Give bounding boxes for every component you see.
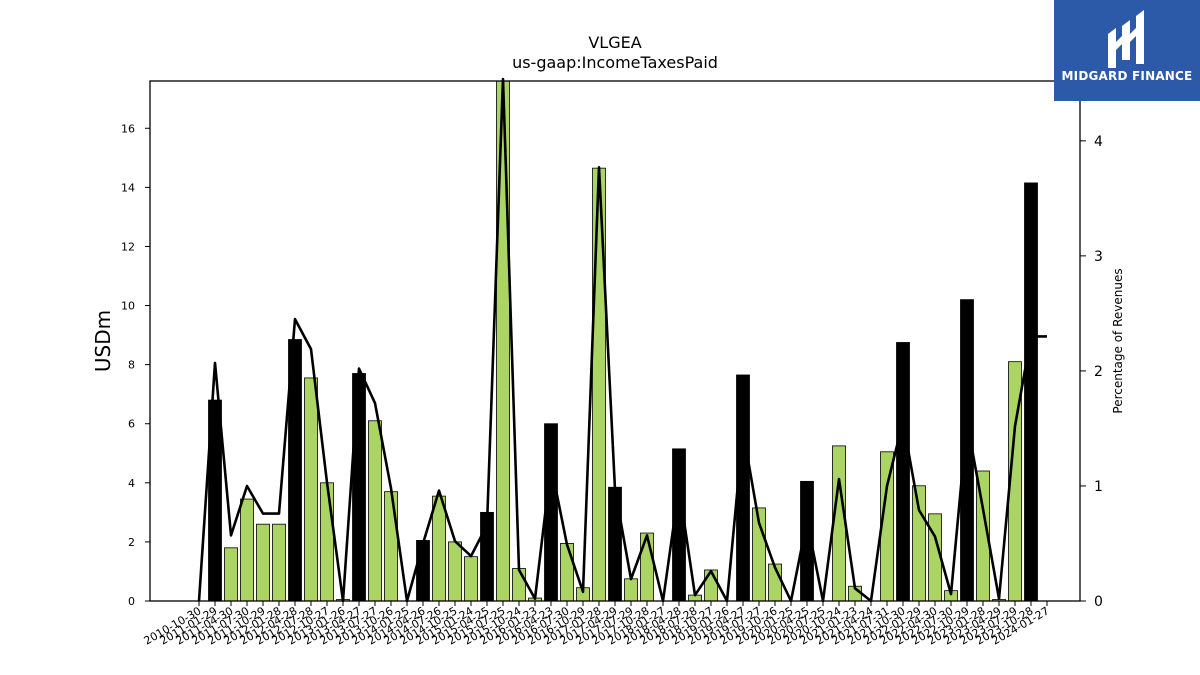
y-tick-label: 8 [128,359,135,372]
y2-tick-label: 2 [1094,364,1103,380]
y-tick-label: 10 [121,300,135,313]
bar-quarterly [272,523,286,602]
y2-tick-label: 3 [1094,249,1103,265]
bar-quarterly [512,568,526,602]
bar-annual [416,540,430,602]
y2-axis-label: Percentage of Revenues [1111,268,1125,413]
chart-subtitle: us-gaap:IncomeTaxesPaid [512,53,718,72]
bar-quarterly [304,377,318,602]
line-series [197,77,1047,603]
bar-quarterly [640,532,654,602]
bar-quarterly [496,80,510,602]
y-tick-label: 12 [121,240,135,253]
bar-quarterly [448,541,462,602]
x-axis: 2010-10-302011-01-292011-04-302011-07-30… [142,601,1052,648]
y-tick-label: 16 [121,122,135,135]
y-tick-label: 2 [128,536,135,549]
y-tick-label: 0 [128,595,135,608]
bar-annual [1024,182,1038,602]
bar-quarterly [464,556,478,602]
plot-frame [149,80,1081,602]
bar-quarterly [240,498,254,602]
y-tick-label: 14 [121,181,135,194]
bar-quarterly [432,495,446,602]
y-axis: 0 2 4 6 8 10 12 14 16 [121,122,150,608]
bar-annual [896,342,910,602]
y-tick-label: 4 [128,477,135,490]
revenue-percentage-line [197,77,1047,603]
y2-tick-label: 0 [1094,594,1103,610]
bar-quarterly [256,523,270,602]
brand-name: MIDGARD FINANCE [1061,69,1193,83]
bar-annual [608,486,622,602]
bar-quarterly [320,482,334,602]
bar-quarterly [624,578,638,602]
y2-axis: 0 1 2 3 4 [1080,134,1103,610]
bar-quarterly [704,569,718,602]
bar-quarterly [560,542,574,602]
bar-quarterly [384,491,398,602]
bar-quarterly [224,547,238,602]
y-axis-label: USDm [91,310,115,372]
y2-tick-label: 1 [1094,479,1103,495]
chart-title: VLGEA [588,33,641,52]
bar-quarterly [368,420,382,602]
bar-annual [352,373,366,602]
midgard-logo-icon [1108,10,1144,68]
y-tick-label: 6 [128,418,135,431]
y2-tick-label: 4 [1094,134,1103,150]
brand-logo: MIDGARD FINANCE [1054,0,1200,101]
